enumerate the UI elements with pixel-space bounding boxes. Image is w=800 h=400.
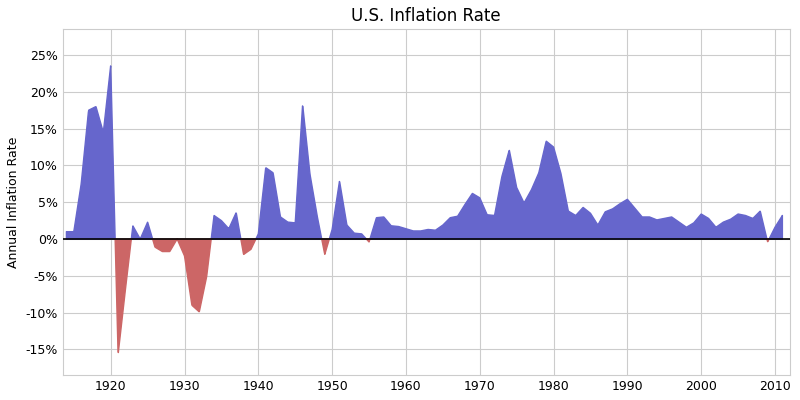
Y-axis label: Annual Inflation Rate: Annual Inflation Rate [7,136,20,268]
Title: U.S. Inflation Rate: U.S. Inflation Rate [351,7,501,25]
